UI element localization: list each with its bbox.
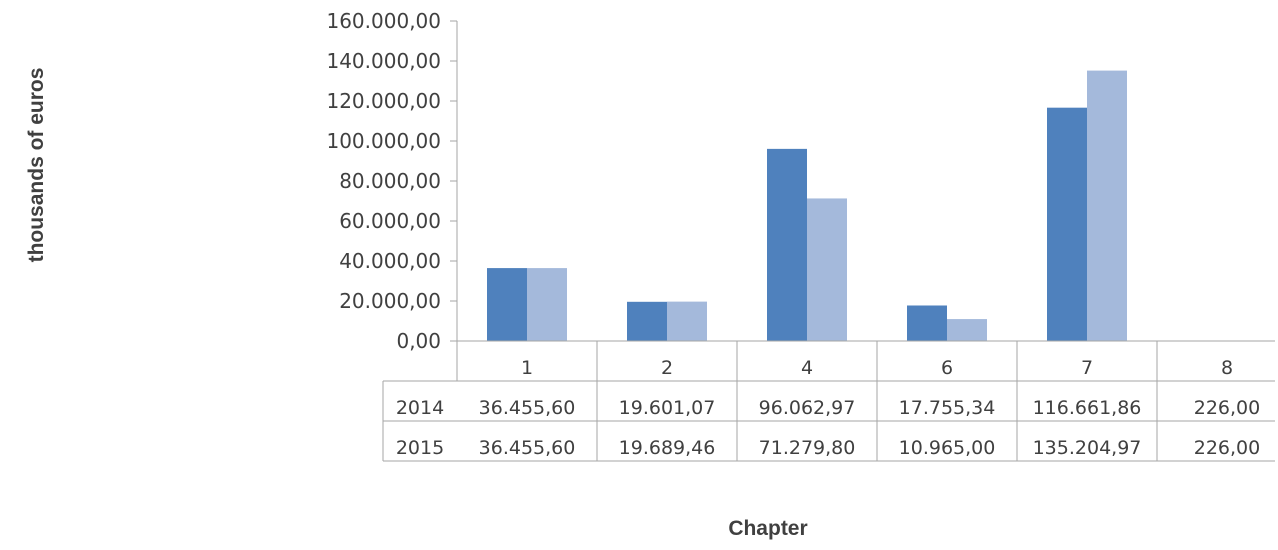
data-label: 17.755,34 xyxy=(899,397,996,419)
x-axis-title: Chapter xyxy=(728,517,807,540)
bar-2015-chapter-2 xyxy=(667,301,707,341)
x-tick-label: 4 xyxy=(801,357,813,379)
bar-2014-chapter-1 xyxy=(487,268,527,341)
data-label: 19.601,07 xyxy=(619,397,716,419)
bar-2015-chapter-4 xyxy=(807,198,847,341)
y-tick-label: 40.000,00 xyxy=(339,249,441,273)
data-label: 71.279,80 xyxy=(759,437,856,459)
data-table: 1 2 4 6 7 8 2014 36.455,60 19.601,07 96.062,97 17.… xyxy=(382,340,1275,462)
bar-2015-chapter-6 xyxy=(947,319,987,341)
y-tick-label: 100.000,00 xyxy=(326,129,441,153)
y-tick-label: 160.000,00 xyxy=(326,9,441,33)
y-axis: 0,00 20.000,00 40.000,00 60.000,00 80.000,00… xyxy=(326,9,458,381)
data-label: 19.689,46 xyxy=(619,437,716,459)
x-tick-label: 6 xyxy=(941,357,953,379)
data-label: 135.204,97 xyxy=(1033,437,1142,459)
x-tick-label: 1 xyxy=(521,357,533,379)
data-label: 36.455,60 xyxy=(479,437,576,459)
y-tick-label: 20.000,00 xyxy=(339,289,441,313)
bars xyxy=(487,70,1267,342)
bar-2014-chapter-6 xyxy=(907,305,947,341)
y-axis-title: thousands of euros xyxy=(25,68,48,263)
y-tick-label: 60.000,00 xyxy=(339,209,441,233)
data-label: 96.062,97 xyxy=(759,397,856,419)
y-tick-label: 120.000,00 xyxy=(326,89,441,113)
x-tick-label: 7 xyxy=(1081,357,1093,379)
data-label: 36.455,60 xyxy=(479,397,576,419)
data-label: 116.661,86 xyxy=(1033,397,1142,419)
data-label: 226,00 xyxy=(1194,397,1260,419)
legend-series-name: 2014 xyxy=(396,397,444,419)
bar-2014-chapter-2 xyxy=(627,301,667,341)
legend-series-name: 2015 xyxy=(396,437,444,459)
x-tick-label: 8 xyxy=(1221,357,1233,379)
bar-2015-chapter-7 xyxy=(1087,70,1127,341)
x-tick-label: 2 xyxy=(661,357,673,379)
bar-2014-chapter-7 xyxy=(1047,107,1087,342)
data-label: 226,00 xyxy=(1194,437,1260,459)
bar-2015-chapter-1 xyxy=(527,268,567,341)
bar-2014-chapter-4 xyxy=(767,148,807,341)
data-label: 10.965,00 xyxy=(899,437,996,459)
y-tick-label: 80.000,00 xyxy=(339,169,441,193)
y-tick-label: 0,00 xyxy=(396,329,441,353)
y-tick-label: 140.000,00 xyxy=(326,49,441,73)
